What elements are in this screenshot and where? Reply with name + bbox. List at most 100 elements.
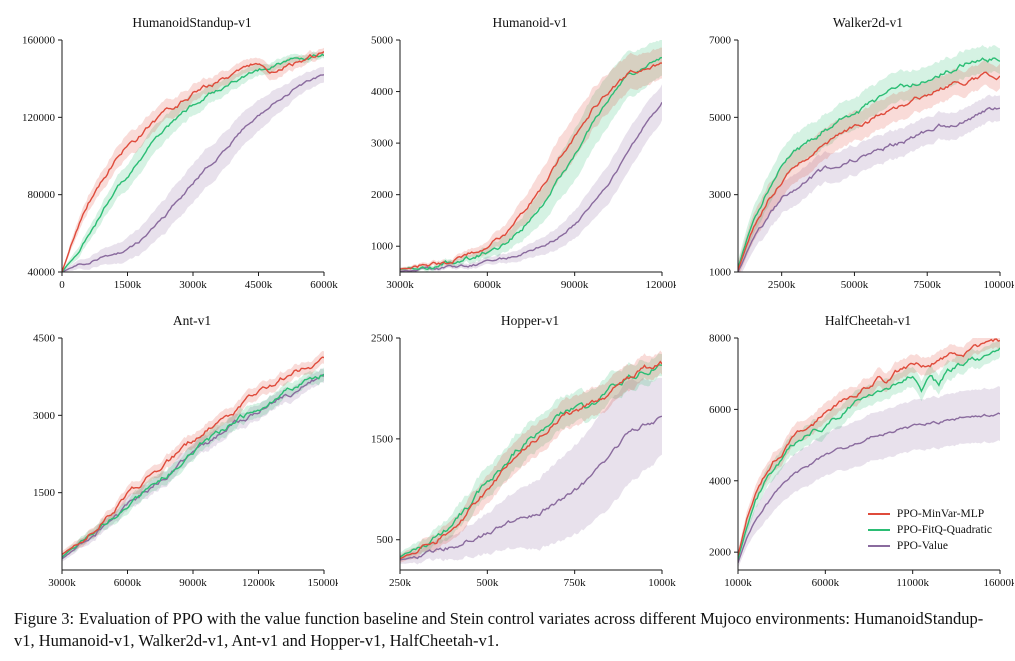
line-plot-hopper-v1: 500 1500 2500 250k 500k 750k 1000k — [371, 333, 676, 590]
legend-item-ppo-fitq-quadratic: PPO-FitQ-Quadratic — [867, 524, 992, 536]
line-plot-humanoid-v1: 1000 2000 3000 4000 5000 3000k 6000k 9000k 12000… — [371, 35, 677, 292]
series-band-PPO-MinVar-MLP — [738, 59, 1000, 272]
series-line-PPO-MinVar-MLP — [738, 71, 1000, 271]
series-band-PPO-Value — [62, 67, 324, 272]
x-tick-label: 1000k — [648, 577, 676, 589]
legend-label: PPO-MinVar-MLP — [896, 508, 985, 520]
series-band-PPO-Value — [738, 94, 1000, 272]
series-band-PPO-Value — [738, 386, 1000, 569]
y-tick-label: 2000 — [709, 547, 732, 559]
chart-title: Ant-v1 — [172, 313, 212, 328]
y-tick-label: 8000 — [709, 333, 732, 345]
x-tick-label: 7500k — [913, 279, 941, 291]
legend-item-ppo-value: PPO-Value — [867, 540, 992, 552]
x-tick-label: 9000k — [561, 279, 589, 291]
y-tick-label: 1000 — [709, 267, 732, 279]
series-line-PPO-Value — [738, 412, 1000, 564]
x-tick-label: 750k — [564, 577, 587, 589]
series-band-PPO-MinVar-MLP — [400, 47, 662, 271]
series-line-PPO-MinVar-MLP — [400, 62, 662, 270]
y-tick-label: 80000 — [28, 189, 56, 201]
series-line-PPO-Value — [738, 106, 1000, 272]
y-tick-label: 5000 — [709, 112, 732, 124]
chart-title: Walker2d-v1 — [832, 15, 904, 30]
x-tick-label: 4500k — [245, 279, 273, 291]
x-tick-label: 1000k — [724, 577, 752, 589]
legend-line-swatch-red — [867, 513, 890, 515]
line-plot-ant-v1: 1500 3000 4500 3000k 6000k 9000k 12000k 15000k — [33, 333, 339, 590]
series-line-PPO-MinVar-MLP — [738, 338, 1000, 556]
line-plot-humanoidstandup-v1: 40000 80000 120000 160000 0 1500k 3000k 4500k 60… — [22, 35, 338, 292]
y-tick-label: 160000 — [22, 35, 56, 47]
caption-text: Evaluation of PPO with the value functio… — [14, 609, 984, 650]
y-tick-label: 3000 — [709, 189, 732, 201]
legend: PPO-MinVar-MLP PPO-FitQ-Quadratic PPO-Va… — [863, 506, 996, 554]
x-tick-label: 3000k — [179, 279, 207, 291]
legend-label: PPO-FitQ-Quadratic — [896, 524, 992, 536]
x-tick-label: 15000k — [308, 577, 339, 589]
chart-humanoid-v1: Humanoid-v1 1000 2000 3000 4000 5000 3000k 600… — [338, 4, 676, 302]
x-tick-label: 10000k — [984, 279, 1015, 291]
y-tick-label: 2000 — [371, 189, 394, 201]
series-band-PPO-FitQ-Quadratic — [738, 45, 1000, 272]
chart-walker2d-v1: Walker2d-v1 1000 3000 5000 7000 2500k 5000k 75… — [676, 4, 1014, 302]
series-line-PPO-MinVar-MLP — [400, 360, 662, 560]
y-tick-label: 2500 — [371, 333, 394, 345]
series-line-PPO-FitQ-Quadratic — [738, 347, 1000, 560]
y-tick-label: 40000 — [28, 267, 56, 279]
charts-grid: HumanoidStandup-v1 40000 80000 120000 16000… — [0, 4, 1014, 600]
y-tick-label: 5000 — [371, 35, 394, 47]
x-tick-label: 0 — [59, 279, 65, 291]
x-tick-label: 6000k — [310, 279, 338, 291]
series-line-PPO-FitQ-Quadratic — [62, 53, 324, 272]
legend-label: PPO-Value — [896, 540, 948, 552]
x-tick-label: 5000k — [841, 279, 869, 291]
chart-hopper-v1: Hopper-v1 500 1500 2500 250k 500k 750k 1000k — [338, 302, 676, 600]
legend-line-swatch-green — [867, 529, 890, 531]
y-tick-label: 6000 — [709, 404, 732, 416]
line-plot-walker2d-v1: 1000 3000 5000 7000 2500k 5000k 7500k 10000k — [709, 35, 1015, 292]
chart-ant-v1: Ant-v1 1500 3000 4500 3000k 6000k 9000k 12000k… — [0, 302, 338, 600]
y-tick-label: 1500 — [33, 487, 56, 499]
series-line-PPO-FitQ-Quadratic — [62, 373, 324, 558]
series-line-PPO-Value — [62, 74, 324, 272]
y-tick-label: 1000 — [371, 241, 394, 253]
x-tick-label: 6000k — [114, 577, 142, 589]
x-tick-label: 9000k — [179, 577, 207, 589]
y-tick-label: 4000 — [371, 86, 394, 98]
x-tick-label: 12000k — [242, 577, 276, 589]
y-tick-label: 4000 — [709, 475, 732, 487]
series-band-PPO-MinVar-MLP — [738, 338, 1000, 562]
y-tick-label: 3000 — [33, 410, 56, 422]
y-tick-label: 1500 — [371, 433, 394, 445]
series-band-PPO-Value — [400, 84, 662, 272]
line-plot-halfcheetah-v1: 2000 4000 6000 8000 1000k 6000k 11000k 16000k — [709, 333, 1015, 590]
x-tick-label: 12000k — [646, 279, 677, 291]
x-tick-label: 500k — [476, 577, 499, 589]
chart-humanoidstandup-v1: HumanoidStandup-v1 40000 80000 120000 16000… — [0, 4, 338, 302]
series-band-PPO-Value — [62, 368, 324, 562]
series-band-PPO-FitQ-Quadratic — [62, 367, 324, 561]
series-line-PPO-FitQ-Quadratic — [738, 57, 1000, 269]
y-tick-label: 4500 — [33, 333, 56, 345]
chart-halfcheetah-v1: HalfCheetah-v1 2000 4000 6000 8000 1000k 6000… — [676, 302, 1014, 600]
series-line-PPO-MinVar-MLP — [62, 51, 324, 272]
series-line-PPO-Value — [400, 101, 662, 272]
y-tick-label: 500 — [377, 534, 394, 546]
figure-caption: Figure 3: Evaluation of PPO with the valu… — [14, 608, 1001, 652]
series-band-PPO-FitQ-Quadratic — [738, 339, 1000, 565]
x-tick-label: 3000k — [48, 577, 76, 589]
x-tick-label: 250k — [389, 577, 412, 589]
chart-title: Hopper-v1 — [500, 313, 560, 328]
series-band-PPO-MinVar-MLP — [62, 47, 324, 272]
caption-label: Figure 3: — [14, 609, 75, 628]
series-band-PPO-Value — [400, 377, 662, 565]
legend-item-ppo-minvar-mlp: PPO-MinVar-MLP — [867, 508, 992, 520]
series-line-PPO-Value — [400, 415, 662, 561]
x-tick-label: 3000k — [386, 279, 414, 291]
x-tick-label: 16000k — [984, 577, 1015, 589]
y-tick-label: 3000 — [371, 138, 394, 150]
x-tick-label: 11000k — [896, 577, 929, 589]
x-tick-label: 2500k — [768, 279, 796, 291]
legend-line-swatch-purple — [867, 545, 890, 547]
